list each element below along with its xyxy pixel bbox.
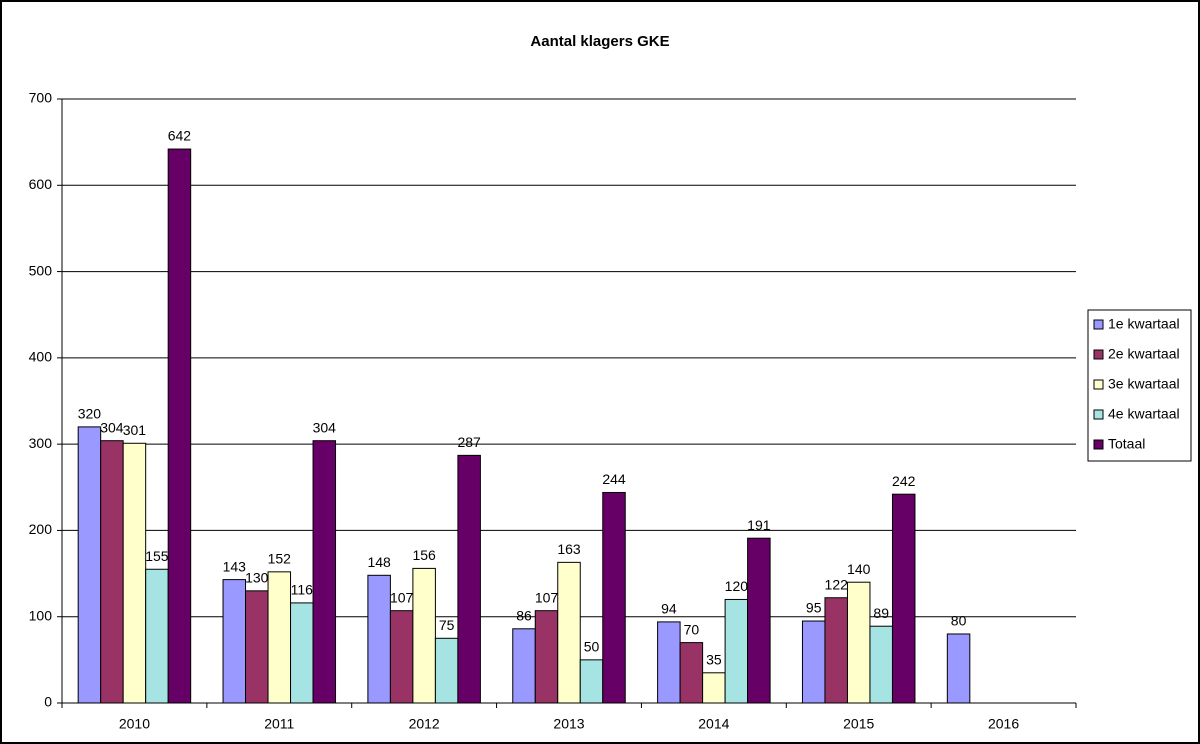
x-tick-label: 2014	[698, 716, 729, 732]
bar	[290, 602, 314, 704]
y-tick-label: 100	[29, 607, 53, 623]
data-label: 50	[584, 639, 600, 655]
data-label: 148	[367, 554, 391, 570]
bar	[77, 426, 102, 704]
data-label: 86	[516, 607, 532, 623]
data-label: 191	[747, 517, 771, 533]
data-label: 140	[847, 561, 871, 577]
bar	[801, 620, 826, 704]
legend-swatch	[1093, 349, 1104, 360]
legend-swatch	[1093, 379, 1104, 390]
data-label: 35	[706, 652, 722, 668]
x-tick-label: 2015	[843, 716, 874, 732]
y-tick-label: 700	[29, 90, 53, 106]
bar	[657, 621, 681, 704]
bar	[891, 493, 916, 704]
data-label: 320	[78, 406, 102, 422]
y-tick-label: 500	[29, 262, 53, 278]
legend-label: 1e kwartaal	[1108, 316, 1180, 332]
x-tick-label: 2010	[119, 716, 150, 732]
data-label: 304	[100, 419, 124, 435]
data-label: 107	[390, 589, 414, 605]
data-label: 242	[892, 473, 916, 489]
data-label: 301	[123, 422, 147, 438]
bar	[534, 610, 559, 704]
data-label: 642	[168, 128, 192, 144]
chart-title: Aantal klagers GKE	[530, 33, 669, 50]
x-tick-label: 2016	[988, 716, 1019, 732]
legend-label: 3e kwartaal	[1108, 376, 1180, 392]
y-tick-label: 600	[29, 176, 53, 192]
bar	[579, 659, 604, 704]
x-tick-label: 2013	[553, 716, 584, 732]
legend-swatch	[1093, 409, 1104, 420]
bar	[434, 637, 459, 704]
data-label: 163	[557, 541, 581, 557]
data-label: 287	[457, 434, 481, 450]
bar	[702, 672, 726, 704]
bar	[145, 568, 169, 704]
bar	[747, 537, 771, 704]
y-tick-label: 400	[29, 349, 53, 365]
bar	[724, 598, 749, 704]
data-label: 89	[873, 605, 889, 621]
bar	[824, 597, 848, 704]
data-label: 143	[223, 558, 247, 574]
data-label: 95	[806, 600, 822, 616]
legend-label: 4e kwartaal	[1108, 406, 1180, 422]
data-label: 130	[245, 570, 269, 586]
bar	[946, 633, 971, 704]
data-label: 155	[145, 548, 169, 564]
x-tick-label: 2012	[409, 716, 440, 732]
legend-label: Totaal	[1108, 436, 1145, 452]
legend-swatch	[1093, 319, 1104, 330]
bar	[389, 610, 414, 704]
legend-swatch	[1093, 439, 1104, 450]
data-label: 75	[439, 617, 455, 633]
bar	[245, 590, 269, 704]
bar	[457, 454, 481, 704]
bar	[412, 567, 436, 704]
bar	[846, 581, 871, 704]
data-label: 94	[661, 601, 677, 617]
x-tick-label: 2011	[264, 716, 294, 732]
bar	[222, 579, 247, 704]
bar	[267, 571, 292, 704]
bar	[557, 561, 581, 704]
y-tick-label: 0	[44, 694, 52, 710]
bar	[512, 628, 536, 704]
bar	[367, 574, 391, 704]
bar	[122, 442, 147, 704]
bar	[869, 625, 893, 704]
data-label: 244	[602, 471, 626, 487]
bar	[679, 642, 704, 704]
data-label: 122	[825, 576, 849, 592]
y-tick-label: 200	[29, 521, 53, 537]
bar	[312, 440, 337, 704]
bar	[602, 491, 626, 704]
data-label: 107	[535, 589, 559, 605]
y-tick-label: 300	[29, 435, 53, 451]
bar	[167, 148, 192, 704]
legend-box	[1087, 309, 1192, 462]
data-label: 116	[291, 582, 314, 598]
data-label: 156	[412, 547, 436, 563]
data-label: 304	[313, 419, 337, 435]
data-label: 70	[684, 621, 700, 637]
legend-label: 2e kwartaal	[1108, 346, 1180, 362]
data-label: 152	[268, 551, 292, 567]
data-label: 120	[725, 578, 749, 594]
bar	[100, 440, 124, 704]
data-label: 80	[951, 613, 967, 629]
